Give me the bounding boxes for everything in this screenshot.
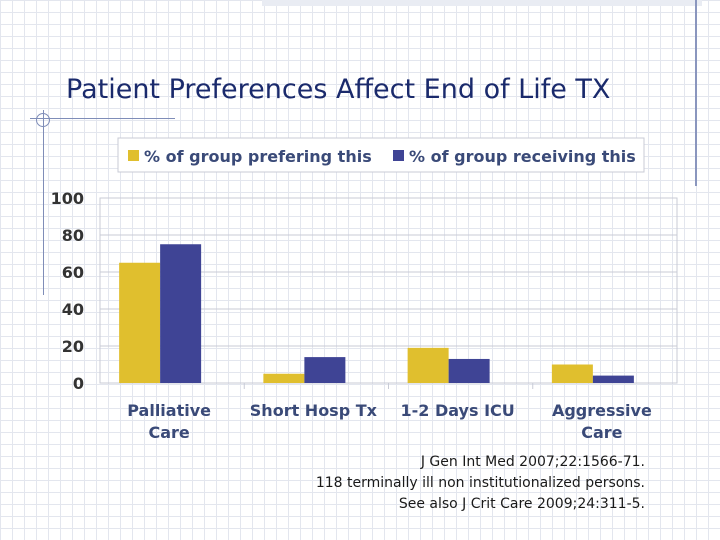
source-citation: J Gen Int Med 2007;22:1566-71. 118 termi… (240, 452, 645, 515)
slide-title: Patient Preferences Affect End of Life T… (66, 74, 611, 105)
plot-area: 0 20 40 60 80 100 Palliative Care Short Hosp Tx 1… (51, 189, 678, 442)
decor-vertical-rule (43, 110, 44, 295)
x-tick-label: Short Hosp Tx (250, 401, 378, 420)
y-tick-label: 0 (73, 374, 84, 393)
bar-preferring (263, 373, 305, 383)
legend-entry: % of group receiving this (409, 147, 636, 166)
y-tick-label: 60 (62, 263, 84, 282)
y-tick-label: 100 (51, 189, 84, 208)
x-tick-label: Palliative Care (127, 401, 211, 442)
source-line: See also J Crit Care 2009;24:311-5. (398, 496, 645, 512)
y-tick-label: 80 (62, 226, 84, 245)
legend-entry: % of group prefering this (144, 147, 372, 166)
bar-receiving (304, 357, 346, 383)
bar-preferring (551, 364, 593, 383)
title-underline (30, 118, 175, 119)
decor-circle-icon (36, 113, 50, 127)
bar-preferring (119, 262, 161, 383)
x-tick-label: Aggressive Care (552, 401, 652, 442)
legend-swatch (393, 150, 404, 161)
y-tick-label: 20 (62, 337, 84, 356)
top-decor-bar (262, 0, 702, 6)
y-tick-label: 40 (62, 300, 84, 319)
bar-receiving (160, 244, 202, 383)
source-line: J Gen Int Med 2007;22:1566-71. (420, 454, 645, 470)
bar-preferring (407, 347, 449, 383)
bar-receiving (592, 375, 634, 383)
right-decor-rule (695, 0, 697, 186)
x-tick-label: 1-2 Days ICU (400, 401, 514, 420)
bar-receiving (448, 358, 490, 383)
source-line: 118 terminally ill non institutionalized… (315, 475, 645, 491)
legend-box (117, 137, 645, 173)
legend-swatch (128, 150, 139, 161)
chart-legend: % of group prefering this % of group rece… (117, 137, 645, 173)
